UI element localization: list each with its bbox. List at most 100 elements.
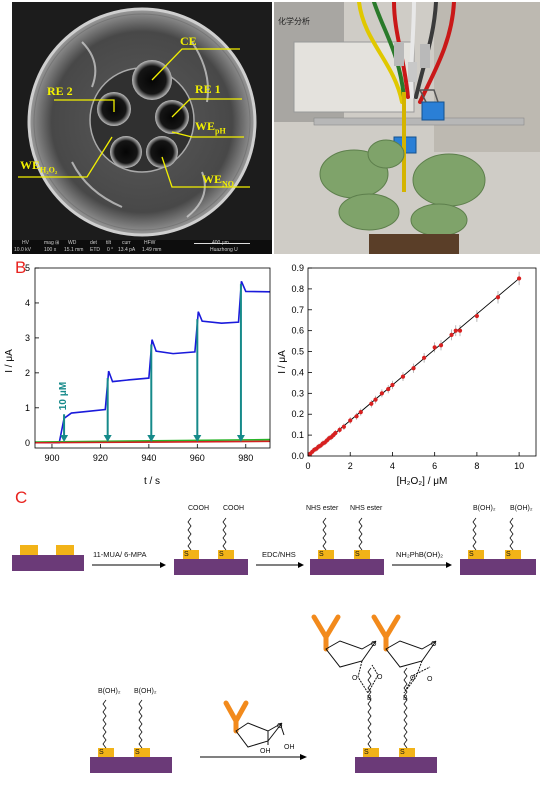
y-tick-label: 0.0 bbox=[291, 451, 304, 461]
y-tick-label: 0.1 bbox=[291, 430, 304, 440]
data-point bbox=[400, 374, 406, 379]
data-point bbox=[422, 355, 427, 360]
sulfur: S bbox=[506, 551, 511, 558]
series-line bbox=[34, 440, 271, 444]
y-tick-label: 0.9 bbox=[291, 263, 304, 273]
data-point bbox=[457, 328, 463, 333]
substrate-nhs: S S NHS ester NHS ester bbox=[306, 505, 384, 575]
label-we-h2o2: WEH₂O₂ bbox=[20, 158, 58, 175]
x-axis-label: t / s bbox=[144, 476, 160, 487]
x-tick-label: 920 bbox=[93, 453, 108, 463]
x-tick-label: 0 bbox=[305, 461, 310, 471]
y-tick-label: 0.7 bbox=[291, 305, 304, 315]
boron-label: B bbox=[367, 695, 372, 702]
nhs-label: NHS ester bbox=[350, 505, 383, 512]
x-tick-label: 4 bbox=[390, 461, 395, 471]
step-3-label: NH₂PhB(OH)₂ bbox=[396, 550, 443, 559]
y-tick-label: 3 bbox=[25, 333, 30, 343]
data-point bbox=[432, 345, 437, 350]
sulfur: S bbox=[364, 749, 369, 756]
y-axis-label: I / μA bbox=[277, 350, 288, 374]
sulfur: S bbox=[319, 551, 324, 558]
sem-image: CE RE 2 RE 1 WEpH WEH₂O₂ WENO HV 10.0 kV… bbox=[12, 2, 272, 254]
sulfur: S bbox=[355, 551, 360, 558]
o-label: O bbox=[352, 675, 358, 682]
step-2-label: EDC/NHS bbox=[262, 550, 296, 559]
concentration-annotation: 10 μM bbox=[58, 382, 69, 410]
x-tick-label: 8 bbox=[474, 461, 479, 471]
sulfur: S bbox=[99, 749, 104, 756]
series-line bbox=[35, 280, 271, 444]
x-tick-label: 940 bbox=[141, 453, 156, 463]
boh2-label: B(OH)₂ bbox=[98, 688, 121, 695]
plant-photo: 化学分析 bbox=[274, 2, 540, 254]
x-tick-label: 980 bbox=[238, 453, 253, 463]
sulfur: S bbox=[400, 749, 405, 756]
substrate-boronic: S S B(OH)₂ B(OH)₂ bbox=[460, 505, 536, 575]
sign-text: 化学分析 bbox=[278, 16, 310, 26]
substrate-cooh: S S COOH COOH bbox=[174, 505, 248, 575]
data-point bbox=[341, 424, 346, 429]
substrate-product: S S B B O O O O O O bbox=[311, 614, 437, 773]
cooh-label: COOH bbox=[188, 505, 209, 512]
label-re1: RE 1 bbox=[195, 82, 221, 96]
x-tick-label: 6 bbox=[432, 461, 437, 471]
data-point bbox=[411, 366, 416, 371]
data-point bbox=[337, 427, 342, 432]
cooh-label: COOH bbox=[223, 505, 244, 512]
y-tick-label: 0 bbox=[25, 438, 30, 448]
addition-arrowhead bbox=[236, 435, 245, 443]
oh-label: OH bbox=[284, 744, 295, 751]
y-tick-label: 1 bbox=[25, 403, 30, 413]
data-point bbox=[369, 401, 374, 406]
data-point bbox=[386, 387, 391, 392]
plant-setup-drawing: 化学分析 bbox=[274, 2, 540, 254]
y-tick-label: 0.4 bbox=[291, 367, 304, 377]
y-tick-label: 0.3 bbox=[291, 388, 304, 398]
label-ce: CE bbox=[180, 34, 197, 48]
sem-electrode-drawing bbox=[18, 7, 257, 237]
y-tick-label: 0.6 bbox=[291, 326, 304, 336]
glycan-antibody-free: OH OH O bbox=[223, 700, 295, 755]
sulfur: S bbox=[219, 551, 224, 558]
x-tick-label: 900 bbox=[44, 453, 59, 463]
y-tick-label: 0.5 bbox=[291, 347, 304, 357]
boh2-label: B(OH)₂ bbox=[473, 505, 496, 512]
o-label: O bbox=[427, 676, 433, 683]
sulfur: S bbox=[135, 749, 140, 756]
o-label: O bbox=[377, 674, 383, 681]
data-point bbox=[358, 410, 363, 415]
data-point bbox=[333, 430, 338, 436]
boron-label: B bbox=[403, 695, 408, 702]
y-axis-label: I / μA bbox=[4, 349, 15, 373]
y-tick-label: 2 bbox=[25, 368, 30, 378]
substrate-boronic-row2: S S B(OH)₂ B(OH)₂ bbox=[90, 688, 172, 773]
o-label: O bbox=[410, 675, 416, 682]
plot-frame bbox=[307, 267, 537, 457]
x-tick-label: 10 bbox=[514, 461, 524, 471]
sem-info-bar: HV 10.0 kV mag ⊞ 100 x WD 15.1 mm det ET… bbox=[12, 240, 272, 254]
addition-arrowhead bbox=[60, 435, 69, 443]
addition-arrowhead bbox=[103, 435, 112, 443]
data-point bbox=[379, 391, 384, 396]
data-point bbox=[517, 276, 522, 281]
addition-arrowhead bbox=[193, 435, 202, 443]
o-label: O bbox=[371, 641, 377, 648]
sulfur: S bbox=[184, 551, 189, 558]
data-point bbox=[373, 397, 378, 402]
x-tick-label: 2 bbox=[348, 461, 353, 471]
calibration-chart: 0 2 4 6 8 10 0.0 0.1 0.2 0.3 0.4 0.5 0.6 0.7 0.8 0.9 [H… bbox=[277, 263, 537, 487]
data-point bbox=[449, 332, 454, 337]
data-point bbox=[348, 418, 353, 423]
data-point bbox=[495, 295, 501, 300]
x-tick-label: 960 bbox=[190, 453, 205, 463]
addition-arrowhead bbox=[147, 435, 156, 443]
label-we-ph: WEpH bbox=[195, 119, 226, 136]
substrate-bare bbox=[12, 545, 84, 571]
sulfur: S bbox=[469, 551, 474, 558]
y-tick-label: 5 bbox=[25, 263, 30, 273]
amperometric-chart: 900 920 940 960 980 0 1 2 3 4 5 t / s I / μA 10 μM bbox=[4, 263, 271, 487]
o-label: O bbox=[431, 641, 437, 648]
step-1-label: 11-MUA/ 6-MPA bbox=[93, 550, 146, 559]
label-we-no: WENO bbox=[202, 172, 235, 189]
